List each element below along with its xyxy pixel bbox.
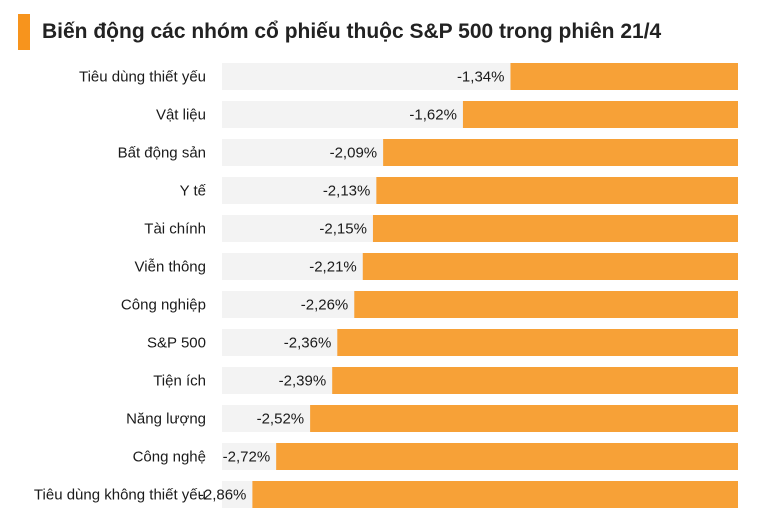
bar (337, 329, 738, 356)
category-label: Công nghiệp (121, 297, 206, 314)
value-label: -2,36% (284, 335, 332, 352)
bar (462, 101, 738, 128)
value-label: -2,86% (199, 487, 247, 504)
bar (510, 63, 738, 90)
value-label: -2,21% (309, 259, 357, 276)
value-label: -2,26% (301, 297, 349, 314)
value-label: -2,13% (323, 183, 371, 200)
bar (372, 215, 738, 242)
bar (276, 443, 738, 470)
chart-title: Biến động các nhóm cổ phiếu thuộc S&P 50… (42, 20, 662, 43)
value-label: -2,72% (223, 449, 271, 466)
title-accent-bar (18, 14, 30, 50)
value-label: -1,34% (457, 69, 505, 86)
bar (332, 367, 738, 394)
value-label: -2,52% (257, 411, 305, 428)
bar (354, 291, 738, 318)
bar (376, 177, 738, 204)
category-label: S&P 500 (147, 335, 206, 352)
category-label: Tiện ích (153, 373, 206, 390)
category-label: Vật liệu (156, 107, 206, 124)
category-label: Công nghệ (133, 449, 206, 466)
bar (310, 405, 738, 432)
value-label: -2,09% (330, 145, 378, 162)
category-label: Tiêu dùng không thiết yếu (34, 487, 206, 504)
category-label: Tiêu dùng thiết yếu (79, 69, 206, 86)
category-label: Tài chính (144, 221, 206, 238)
category-label: Y tế (180, 183, 207, 200)
value-label: -1,62% (409, 107, 457, 124)
category-label: Bất động sản (118, 145, 206, 162)
bar (362, 253, 738, 280)
category-label: Năng lượng (126, 411, 206, 428)
category-label: Viễn thông (135, 259, 206, 276)
chart-rows: Tiêu dùng thiết yếu -1,34% Vật liệu -1,62% B… (34, 63, 739, 508)
value-label: -2,15% (319, 221, 367, 238)
value-label: -2,39% (279, 373, 327, 390)
bar (252, 481, 739, 508)
chart-header: Biến động các nhóm cổ phiếu thuộc S&P 50… (18, 14, 661, 50)
bar (383, 139, 738, 166)
